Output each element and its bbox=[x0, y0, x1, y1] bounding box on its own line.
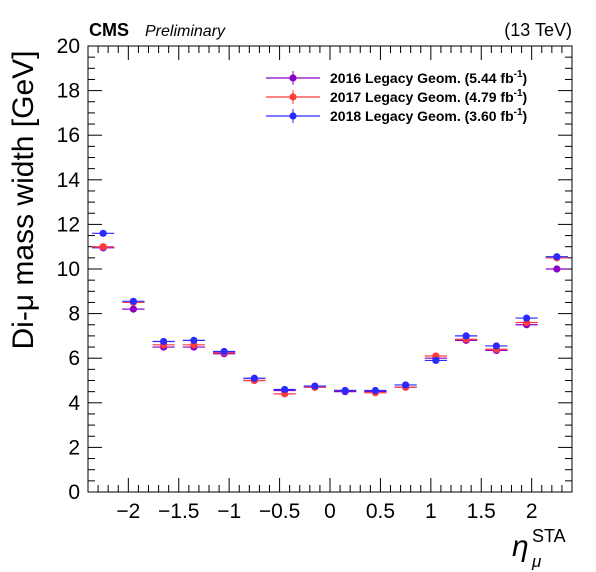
data-point bbox=[341, 386, 349, 395]
data-point bbox=[99, 229, 107, 237]
data-point bbox=[190, 336, 198, 344]
y-axis-title: Di-μ mass width [GeV] bbox=[7, 50, 40, 349]
y-tick-label: 18 bbox=[57, 80, 80, 103]
data-point bbox=[250, 374, 258, 382]
data-points bbox=[92, 229, 568, 398]
data-point bbox=[311, 382, 319, 390]
x-tick-label: 1.5 bbox=[467, 500, 496, 523]
series-2 bbox=[92, 229, 568, 395]
svg-text:STA: STA bbox=[532, 526, 566, 546]
legend-entry: 2016 Legacy Geom. (5.44 fb-1) bbox=[266, 69, 527, 86]
data-point bbox=[281, 385, 289, 394]
y-tick-label: 14 bbox=[57, 169, 81, 192]
data-point bbox=[432, 356, 440, 365]
y-tick-label: 16 bbox=[57, 124, 80, 147]
legend-marker bbox=[289, 112, 297, 120]
series-0 bbox=[92, 244, 568, 396]
data-point bbox=[553, 253, 561, 261]
data-point bbox=[129, 297, 137, 305]
y-tick-label: 20 bbox=[57, 35, 80, 58]
legend-entry: 2018 Legacy Geom. (3.60 fb-1) bbox=[266, 107, 527, 124]
y-tick-label: 4 bbox=[68, 392, 80, 415]
legend: 2016 Legacy Geom. (5.44 fb-1) 2017 Legacy… bbox=[266, 69, 527, 124]
data-point bbox=[402, 381, 410, 389]
x-tick-label: −1 bbox=[217, 500, 241, 523]
y-tick-label: 2 bbox=[68, 436, 80, 459]
x-tick-label: −1.5 bbox=[158, 500, 199, 523]
x-tick-label: −0.5 bbox=[259, 500, 300, 523]
y-tick-label: 10 bbox=[57, 258, 80, 281]
cms-label: CMS bbox=[89, 20, 129, 40]
y-tick-label: 6 bbox=[68, 347, 80, 370]
x-tick-label: 2 bbox=[526, 500, 538, 523]
legend-label: 2018 Legacy Geom. (3.60 fb-1) bbox=[330, 107, 527, 124]
x-tick-label: 0.5 bbox=[366, 500, 395, 523]
y-tick-label: 12 bbox=[57, 213, 80, 236]
x-tick-label: 1 bbox=[425, 500, 437, 523]
data-point bbox=[553, 265, 561, 273]
y-tick-label: 8 bbox=[68, 303, 80, 326]
x-tick-label: −2 bbox=[116, 500, 140, 523]
svg-text:μ: μ bbox=[531, 552, 542, 571]
energy-label: (13 TeV) bbox=[504, 20, 572, 40]
preliminary-label: Preliminary bbox=[145, 23, 226, 40]
data-point bbox=[220, 347, 228, 356]
x-tick-label: 0 bbox=[324, 500, 336, 523]
data-point bbox=[99, 243, 107, 251]
legend-marker bbox=[289, 74, 297, 82]
data-point bbox=[523, 314, 531, 322]
series-1 bbox=[92, 243, 568, 398]
legend-entry: 2017 Legacy Geom. (4.79 fb-1) bbox=[266, 88, 527, 105]
y-tick-label: 0 bbox=[68, 481, 80, 504]
svg-text:η: η bbox=[512, 530, 529, 563]
data-point bbox=[492, 342, 500, 350]
data-point bbox=[462, 332, 470, 340]
legend-label: 2017 Legacy Geom. (4.79 fb-1) bbox=[330, 88, 527, 105]
legend-marker bbox=[289, 93, 297, 101]
data-point bbox=[371, 386, 379, 395]
legend-label: 2016 Legacy Geom. (5.44 fb-1) bbox=[330, 69, 527, 86]
data-point bbox=[129, 305, 137, 313]
x-axis-title: η μ STA bbox=[512, 526, 566, 571]
data-point bbox=[160, 337, 168, 346]
